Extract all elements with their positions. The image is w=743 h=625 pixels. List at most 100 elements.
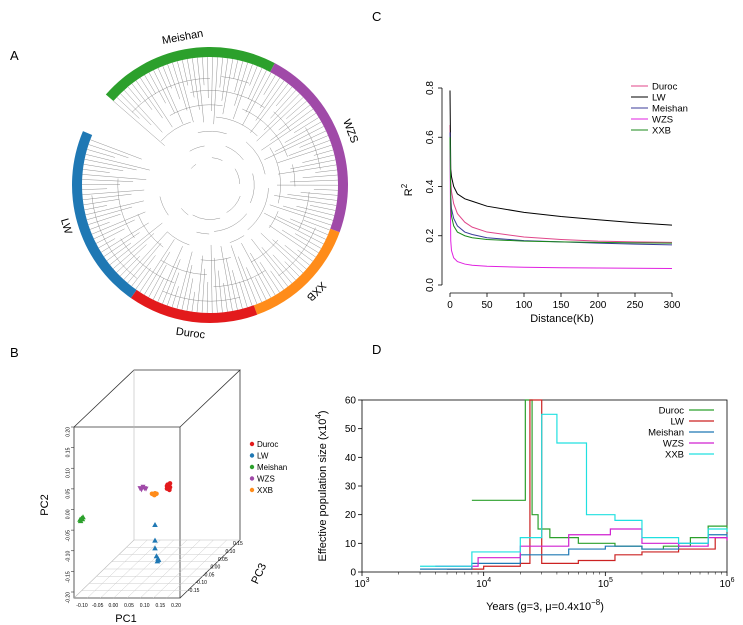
pca-legend-marker: [249, 453, 255, 458]
pca-xtick: -0.05: [92, 603, 104, 609]
pca-legend-marker: [249, 476, 255, 481]
psmc-legend-label: XXB: [665, 450, 684, 461]
pca-ztick: 0.00: [211, 565, 221, 571]
pca-xtick: 0.00: [108, 603, 118, 609]
psmc-legend-label: WZS: [663, 439, 684, 450]
pca-xtick: 0.05: [124, 603, 134, 609]
population-arcs: [72, 46, 349, 324]
psmc-legend-label: LW: [670, 417, 684, 428]
psmc-ytick: 40: [345, 453, 357, 464]
psmc-ytick: 20: [345, 510, 357, 521]
pca-3d-panel: -0.20-0.15-0.10-0.050.000.050.100.150.20…: [39, 369, 287, 625]
pca-ytick: 0.15: [65, 447, 71, 457]
psmc-panel: 0 10 20 30 40 50 60 103 104 105 106 DurocLWMeishan…: [314, 396, 735, 614]
pca-box: [73, 369, 242, 599]
ld-ytick: 0.0: [425, 278, 436, 292]
pca-ylabel: PC2: [39, 494, 51, 515]
panel-letter-c: C: [372, 9, 381, 24]
tree-branches: [82, 57, 339, 313]
ld-xtick: 200: [590, 300, 607, 311]
psmc-xtick: 103: [354, 577, 369, 590]
pca-point: [167, 481, 173, 486]
arc-xxb: [253, 228, 340, 315]
pca-legend: Duroc LW Meishan WZS XXB: [249, 440, 287, 495]
psmc-xlabel: Years (g=3, μ=0.4x10−8): [486, 598, 604, 613]
arc-label-xxb: XXB: [304, 279, 328, 303]
psmc-ytick: 60: [345, 396, 357, 407]
ld-ytick: 0.6: [425, 130, 436, 144]
pca-xtick: 0.10: [140, 603, 150, 609]
panel-letter-a: A: [10, 48, 19, 63]
pca-legend-label: WZS: [257, 475, 275, 484]
pca-point: [155, 557, 162, 563]
pca-point: [152, 537, 158, 543]
pca-ztick: 0.05: [218, 557, 228, 563]
psmc-ytick: 10: [345, 539, 357, 550]
arc-duroc: [130, 289, 258, 324]
psmc-xtick: 106: [719, 577, 734, 590]
ld-xtick: 150: [553, 300, 570, 311]
pca-ztick: -0.10: [196, 580, 208, 586]
arc-label-duroc: Duroc: [175, 326, 206, 342]
ld-legend-label: XXB: [652, 126, 671, 137]
pca-ytick: 0.00: [65, 509, 71, 519]
ld-xtick: 250: [627, 300, 644, 311]
pca-ytick: 0.20: [65, 427, 71, 437]
psmc-ylabel: Effective population size (x104): [314, 410, 329, 561]
pca-zlabel: PC3: [249, 561, 269, 585]
ld-xtick: 50: [481, 300, 493, 311]
pca-xtick: 0.20: [171, 603, 181, 609]
pca-legend-label: Meishan: [257, 463, 287, 472]
arc-wzs: [270, 63, 349, 233]
pca-ytick: -0.20: [65, 592, 71, 604]
pca-point: [152, 522, 158, 527]
panel-letter-d: D: [372, 342, 381, 357]
ld-legend-label: Meishan: [652, 104, 688, 115]
pca-xtick: 0.15: [155, 603, 165, 609]
psmc-legend-label: Duroc: [659, 406, 685, 417]
pca-ytick: -0.10: [65, 551, 71, 563]
pca-ztick: -0.05: [203, 572, 215, 578]
pca-point: [152, 492, 157, 498]
pca-legend-marker: [249, 441, 255, 447]
psmc-line-lw: [447, 399, 728, 570]
psmc-ytick: 50: [345, 424, 357, 435]
ld-line-wzs: [449, 149, 673, 270]
arc-label-lw: LW: [58, 217, 74, 236]
ld-xtick: 100: [516, 300, 533, 311]
pca-ytick: -0.05: [65, 530, 71, 542]
ld-legend-label: LW: [652, 93, 666, 104]
psmc-line-duroc: [471, 399, 728, 550]
pca-legend-marker: [249, 487, 255, 493]
pca-legend-label: Duroc: [257, 440, 278, 449]
pca-xlabel: PC1: [115, 613, 136, 625]
pca-point: [166, 486, 171, 491]
ld-xtick: 300: [664, 300, 681, 311]
ld-line-meishan: [449, 132, 673, 246]
psmc-ytick: 30: [345, 482, 357, 493]
pca-ztick: -0.15: [188, 588, 200, 594]
arc-label-meishan: Meishan: [161, 28, 204, 47]
ld-xtick: 0: [447, 300, 453, 311]
ld-line-xxb: [449, 137, 673, 244]
ld-ylabel: R2: [400, 183, 415, 196]
psmc-ytick: 0: [350, 568, 356, 579]
psmc-line-xxb: [420, 413, 728, 567]
ld-xlabel: Distance(Kb): [530, 313, 594, 325]
ld-legend-label: WZS: [652, 115, 673, 126]
pca-ytick: 0.05: [65, 489, 71, 499]
panel-letter-b: B: [10, 345, 19, 360]
pca-legend-label: XXB: [257, 486, 273, 495]
psmc-xtick: 104: [476, 577, 491, 590]
pca-point: [143, 486, 149, 492]
psmc-xtick: 105: [598, 577, 613, 590]
arc-label-wzs: WZS: [340, 118, 360, 145]
phylogenetic-tree-panel: Meishan WZS XXB Duroc LW: [58, 28, 360, 342]
pca-ytick: 0.10: [65, 468, 71, 478]
psmc-legend-label: Meishan: [648, 428, 684, 439]
pca-point: [152, 545, 158, 551]
pca-legend-marker: [249, 464, 255, 470]
ld-line-duroc: [449, 124, 673, 243]
